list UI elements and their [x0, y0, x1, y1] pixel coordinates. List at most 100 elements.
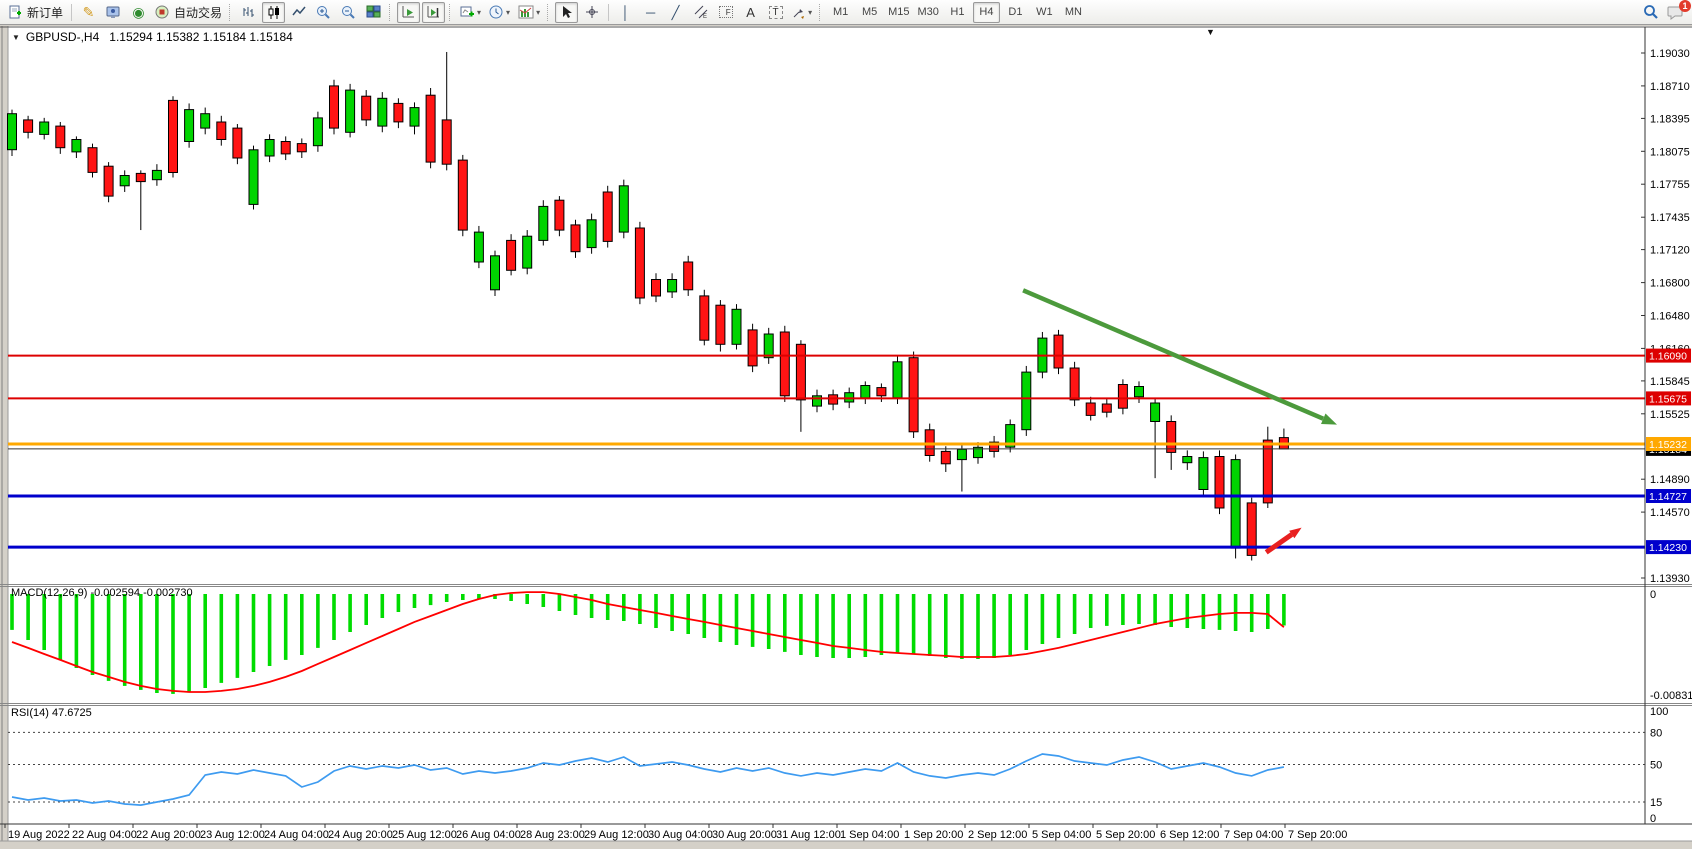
macd-histogram-bar: [976, 594, 980, 659]
candle-bear: [216, 121, 227, 140]
axis-label: 1.14890: [1650, 474, 1690, 486]
price-chart-canvas[interactable]: 1.19030 1.18710 1.18395 1.18075 1.17755 1.174…: [0, 26, 1692, 849]
candle-bear: [989, 441, 1000, 452]
macd-histogram-bar: [654, 594, 658, 628]
chart-title-collapse-icon[interactable]: ▼: [12, 32, 20, 42]
macd-histogram-bar: [541, 594, 546, 607]
candle-bull: [248, 149, 259, 205]
macd-histogram-bar: [396, 594, 401, 612]
zoom-out-button[interactable]: [337, 2, 360, 23]
candle-bear: [1101, 403, 1112, 413]
timeframe-h4-button[interactable]: H4: [972, 1, 1000, 23]
axis-label: 1.15525: [1650, 409, 1690, 421]
candle-bear: [506, 239, 517, 271]
macd-histogram-bar: [477, 594, 481, 599]
candle-bull: [973, 446, 983, 459]
candle-bear: [651, 279, 661, 297]
timeframe-m5-button[interactable]: M5: [861, 6, 878, 18]
candle-bear: [232, 127, 243, 159]
arrows-tool-button[interactable]: ▾: [789, 2, 815, 23]
horizontal-line-icon: ─: [645, 4, 656, 20]
candlestick-chart-button[interactable]: [262, 1, 286, 23]
macd-histogram-bar: [219, 594, 224, 683]
green-trend-arrow[interactable]: [1022, 288, 1337, 425]
macd-histogram-bar: [332, 594, 336, 640]
macd-signal-line: [11, 591, 1285, 693]
macd-histogram-bar: [718, 594, 723, 642]
chart-periods-button[interactable]: ▾: [486, 2, 513, 23]
candle-bull: [312, 117, 323, 147]
candle-bear: [634, 227, 645, 299]
macd-histogram-bar: [283, 594, 288, 660]
metaeditor-button[interactable]: ✎: [77, 2, 100, 23]
timeframe-h1-button[interactable]: H1: [950, 6, 965, 18]
timeframe-d1-button[interactable]: D1: [1008, 6, 1023, 18]
axis-label: 1.18395: [1650, 113, 1690, 125]
autotrading-button[interactable]: 自动交易: [152, 2, 225, 23]
candle-bear: [457, 159, 468, 231]
bar-chart-button[interactable]: [237, 2, 260, 23]
notifications-button[interactable]: 1: [1664, 0, 1691, 23]
search-button[interactable]: [1639, 2, 1662, 23]
candle-bear: [23, 119, 34, 133]
cursor-tool-button[interactable]: [555, 1, 579, 23]
vertical-line-icon: │: [621, 4, 630, 20]
line-chart-button[interactable]: [287, 2, 310, 23]
candle-bear: [280, 141, 291, 155]
macd-histogram-bar: [444, 594, 449, 602]
channel-tool-button[interactable]: E: [689, 2, 712, 23]
vertical-line-tool-button[interactable]: │: [614, 2, 637, 23]
trendline-tool-button[interactable]: ╱: [664, 2, 687, 23]
axis-label: 100: [1650, 706, 1668, 718]
macd-histogram-bar: [1282, 594, 1286, 626]
timeframe-m15-button[interactable]: M15: [888, 6, 910, 18]
axis-label: 30 Aug 20:00: [712, 829, 777, 841]
new-order-button[interactable]: 新订单: [5, 2, 66, 23]
text-tool-button[interactable]: A: [739, 2, 762, 23]
macd-histogram-bar: [122, 594, 127, 686]
timeframe-w1-button[interactable]: W1: [1036, 6, 1053, 18]
crosshair-tool-button[interactable]: [580, 2, 603, 23]
macd-histogram-bar: [155, 594, 159, 693]
macd-histogram-bar: [1169, 594, 1173, 627]
zoom-in-button[interactable]: [312, 2, 335, 23]
candle-bear: [87, 147, 98, 173]
candle-bull: [956, 448, 967, 461]
resistance-line-upper-badge: 1.16090: [1646, 348, 1691, 363]
fibonacci-tool-button[interactable]: F: [714, 2, 737, 23]
svg-text:1.15232: 1.15232: [1649, 439, 1687, 451]
candle-bear: [683, 261, 694, 291]
candle-bear: [554, 199, 565, 231]
strategy-tester-button[interactable]: [102, 2, 125, 23]
tile-windows-button[interactable]: [362, 2, 385, 23]
candle-bull: [538, 205, 549, 241]
macd-histogram-bar: [557, 594, 562, 611]
macd-histogram-bar: [1266, 594, 1270, 629]
axis-label: 1 Sep 20:00: [904, 829, 963, 841]
axis-label: 24 Aug 20:00: [328, 829, 393, 841]
candle-bull: [377, 97, 388, 127]
horizontal-line-tool-button[interactable]: ─: [639, 2, 662, 23]
main-toolbar: 新订单 ✎ ◉ 自动交易: [0, 0, 1692, 25]
axis-label: 1.18710: [1650, 81, 1690, 93]
new-chart-button[interactable]: ▾: [457, 2, 484, 23]
macd-histogram-bar: [702, 594, 707, 638]
text-label-tool-button[interactable]: T: [764, 2, 787, 23]
macd-histogram-bar: [139, 594, 143, 690]
red-bounce-arrow[interactable]: [1264, 527, 1302, 555]
auto-scroll-button[interactable]: [397, 1, 421, 23]
timeframe-m30-button[interactable]: M30: [917, 6, 939, 18]
chart-shift-button[interactable]: [422, 1, 446, 23]
autotrading-icon: [155, 5, 169, 19]
chart-top-marker-icon[interactable]: ▼: [1206, 27, 1215, 37]
candle-bull: [473, 231, 484, 263]
macd-histogram-bar: [960, 594, 964, 659]
indicators-button[interactable]: ▾: [515, 2, 543, 23]
timeframe-mn-button[interactable]: MN: [1064, 6, 1082, 18]
macd-histogram-bar: [300, 594, 304, 655]
axis-label: 15: [1650, 797, 1662, 809]
chart-background: [0, 26, 1692, 849]
signals-button[interactable]: ◉: [127, 2, 150, 23]
timeframe-m1-button[interactable]: M1: [832, 6, 849, 18]
macd-histogram-bar: [1185, 594, 1190, 628]
